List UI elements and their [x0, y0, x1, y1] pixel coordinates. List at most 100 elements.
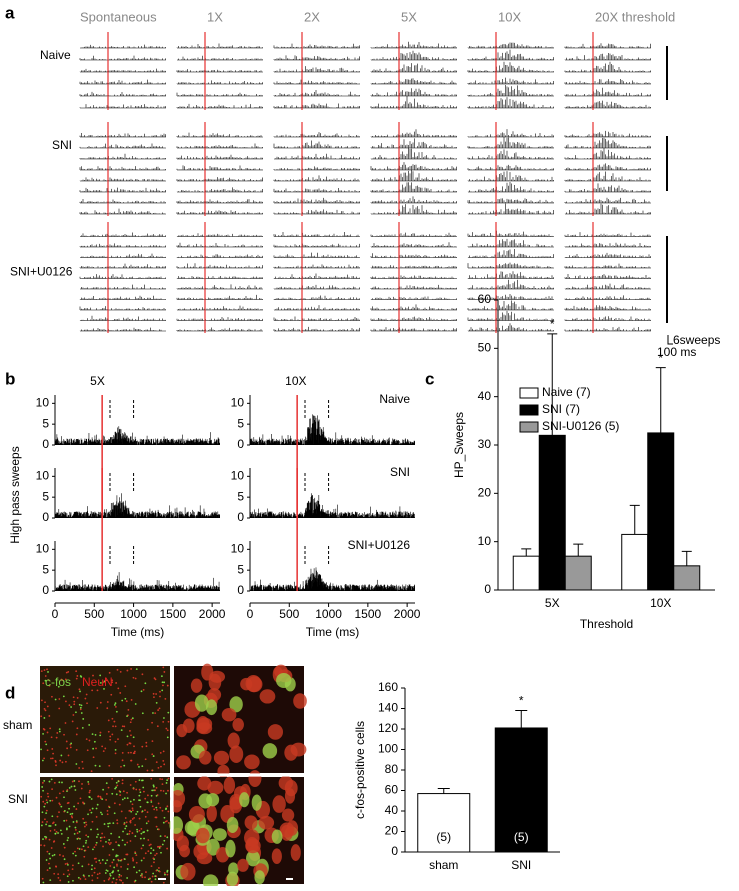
- cell: [87, 863, 90, 866]
- cell: [151, 789, 154, 792]
- cell: [131, 809, 134, 812]
- cell: [76, 727, 79, 730]
- cell: [161, 681, 164, 684]
- cell: [82, 767, 84, 770]
- cell: [111, 777, 114, 780]
- x-axis-label: Time (ms): [306, 625, 360, 639]
- cell: [155, 825, 158, 828]
- cell: [108, 822, 111, 825]
- cell: [95, 861, 98, 863]
- cell: [153, 677, 156, 680]
- cell: [72, 821, 75, 823]
- cell: [44, 709, 47, 712]
- bar: [564, 555, 592, 591]
- cell: [143, 790, 145, 793]
- cell: [111, 679, 114, 682]
- cell: [44, 740, 47, 743]
- cell: [131, 803, 134, 806]
- cell: [76, 832, 79, 835]
- cell: [99, 839, 102, 842]
- cell: [146, 794, 149, 797]
- y-tick-label: 100: [378, 742, 398, 756]
- cell: [276, 672, 292, 688]
- cell: [96, 873, 99, 876]
- y-tick-label: 20: [385, 824, 399, 838]
- cell: [105, 841, 107, 843]
- cell: [75, 808, 78, 810]
- cell: [121, 725, 124, 728]
- cell: [59, 879, 62, 882]
- y-tick-label: 0: [484, 582, 491, 596]
- cell: [150, 847, 153, 850]
- raster-texture: [79, 44, 166, 109]
- cell: [94, 764, 97, 767]
- cell: [163, 839, 166, 842]
- cell: [102, 750, 105, 753]
- cell: [166, 836, 169, 839]
- raster-texture: [564, 232, 651, 332]
- cell: [227, 732, 240, 749]
- cell: [127, 751, 130, 754]
- y-tick-label: 50: [478, 341, 492, 355]
- cell: [115, 841, 117, 843]
- cell: [41, 821, 44, 823]
- y-tick-label: 10: [231, 469, 245, 483]
- x-tick-label: 500: [84, 607, 104, 621]
- bar: [538, 434, 566, 591]
- cell: [159, 778, 162, 780]
- cell: [93, 867, 96, 870]
- error-bar: [655, 367, 666, 433]
- cell: [138, 817, 141, 820]
- cell: [154, 712, 157, 714]
- cell: [85, 693, 88, 696]
- cell: [125, 825, 128, 827]
- cell: [197, 776, 212, 791]
- cell: [68, 807, 70, 810]
- cell: [81, 783, 83, 785]
- cell: [135, 813, 138, 815]
- cell: [112, 870, 115, 872]
- cell: [123, 725, 126, 728]
- cell: [55, 764, 57, 767]
- cell: [55, 796, 58, 799]
- n-label: (5): [436, 830, 451, 844]
- cell: [138, 869, 141, 872]
- x-tick-label: 2000: [394, 607, 421, 621]
- cell: [206, 838, 220, 856]
- cell: [80, 787, 83, 790]
- cell: [229, 796, 243, 814]
- cell: [133, 745, 135, 748]
- cell: [116, 864, 118, 867]
- cell: [72, 714, 75, 716]
- y-tick-label: 160: [378, 680, 398, 694]
- cell: [58, 728, 61, 730]
- cell: [136, 810, 139, 813]
- cell: [206, 804, 217, 823]
- cell: [126, 735, 129, 738]
- cell: [180, 862, 196, 881]
- cell: [66, 811, 69, 814]
- micrograph-cells: [169, 770, 301, 891]
- cell: [67, 869, 70, 872]
- cell: [152, 785, 155, 788]
- cell: [134, 780, 137, 783]
- cell: [96, 877, 99, 879]
- stain-label: NeuN: [82, 675, 113, 689]
- cell: [115, 781, 118, 784]
- cell: [65, 700, 67, 703]
- cell: [125, 821, 128, 824]
- cell: [114, 740, 117, 743]
- cell: [71, 868, 74, 871]
- cell: [53, 853, 56, 856]
- panel-label: b: [5, 369, 15, 388]
- cell: [40, 824, 43, 827]
- cell: [60, 678, 63, 681]
- cell: [41, 811, 44, 814]
- cell: [112, 877, 115, 880]
- cell: [118, 876, 120, 878]
- cell: [153, 861, 155, 864]
- cell: [108, 671, 111, 674]
- cell: [48, 862, 50, 865]
- cell: [124, 697, 127, 700]
- cell: [141, 874, 143, 877]
